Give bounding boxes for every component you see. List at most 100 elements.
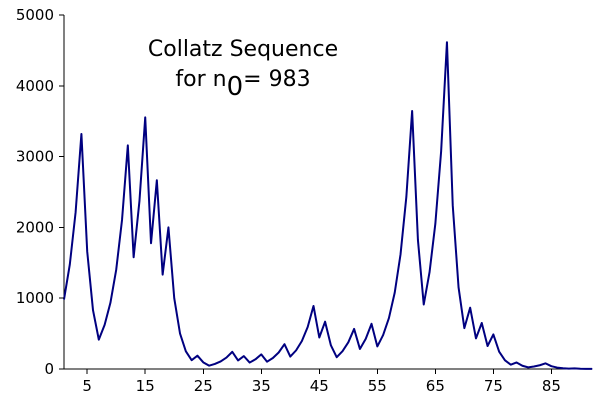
data-point (463, 327, 465, 329)
data-point (301, 340, 303, 342)
chart-title-subscript: 0 (227, 72, 244, 102)
y-tick-label: 5000 (16, 6, 54, 24)
data-point (573, 367, 576, 370)
x-tick-label: 55 (368, 377, 387, 395)
data-point (405, 196, 407, 198)
data-point (278, 351, 280, 354)
data-point (98, 339, 100, 341)
data-point (225, 357, 228, 359)
data-point (382, 334, 384, 336)
data-point (365, 338, 367, 340)
data-point (394, 292, 396, 294)
data-point (376, 345, 378, 348)
data-point (185, 350, 187, 352)
data-point (359, 348, 361, 350)
data-point (63, 298, 65, 300)
data-point (312, 305, 315, 307)
chart-axes (63, 15, 592, 370)
x-tick-label: 85 (542, 377, 561, 395)
data-point (202, 361, 204, 363)
x-tick-label: 35 (252, 377, 271, 395)
chart-title-line1: Collatz Sequence (148, 37, 338, 62)
x-tick-label: 25 (194, 377, 213, 395)
y-tick-label: 0 (44, 360, 54, 378)
data-point (341, 350, 344, 352)
data-point (179, 333, 181, 335)
data-point (249, 361, 251, 364)
data-point (133, 256, 135, 258)
data-point (231, 351, 233, 353)
data-point (69, 263, 71, 266)
data-point (167, 226, 170, 228)
chart-title-line2-prefix: for n (175, 67, 226, 92)
data-point (533, 365, 535, 368)
data-point (121, 219, 123, 221)
data-point (579, 368, 582, 370)
data-point (260, 353, 262, 356)
y-tick-label: 3000 (16, 148, 54, 166)
x-tick-label: 15 (136, 377, 155, 395)
data-point (237, 359, 239, 362)
data-point (86, 250, 88, 253)
data-point (347, 341, 349, 343)
data-point (243, 355, 245, 357)
data-point (208, 365, 210, 367)
data-point (469, 307, 471, 309)
data-point (162, 274, 164, 276)
data-point (550, 365, 552, 367)
data-point (307, 326, 309, 328)
y-tick-label: 4000 (16, 77, 54, 95)
data-point (283, 343, 286, 345)
data-point (330, 344, 332, 346)
data-point (138, 200, 141, 202)
data-point (591, 368, 593, 370)
data-point (92, 309, 94, 311)
data-point (80, 133, 83, 135)
data-point (388, 317, 390, 319)
data-point (214, 363, 216, 365)
data-point (324, 321, 326, 323)
data-point (115, 269, 117, 271)
data-point (196, 355, 199, 357)
chart-title-line2-suffix: = 983 (243, 67, 310, 92)
data-point (127, 144, 129, 147)
x-tick-label: 5 (82, 377, 92, 395)
data-point (475, 337, 477, 339)
data-point (457, 286, 460, 288)
data-point (254, 358, 257, 360)
data-point (585, 368, 587, 370)
data-point (411, 110, 413, 112)
data-point (481, 322, 483, 324)
data-point (173, 297, 175, 299)
data-point (370, 323, 373, 325)
data-point (428, 271, 431, 273)
y-tick-label: 1000 (16, 289, 54, 307)
x-tick-label: 65 (426, 377, 445, 395)
series-line (63, 41, 593, 370)
data-point (289, 356, 291, 358)
data-point (527, 366, 529, 368)
x-tick-label: 75 (484, 377, 503, 395)
data-point (568, 368, 570, 370)
chart-title-line2: for n0= 983 (175, 67, 310, 102)
data-point (318, 336, 320, 339)
y-tick-label: 2000 (16, 218, 54, 236)
tick-layer: 0 1000 2000 3000 4000 5000 5 15 25 35 45 55 65 75 85 (16, 6, 561, 395)
data-point (562, 367, 564, 369)
data-point (109, 302, 112, 304)
data-point (446, 41, 448, 43)
data-point (104, 324, 106, 326)
data-point (510, 364, 512, 366)
data-point (492, 333, 494, 336)
data-point (440, 150, 442, 152)
data-point (336, 356, 338, 358)
data-point (423, 303, 425, 306)
data-point (150, 242, 152, 244)
data-point (434, 223, 436, 225)
data-point (295, 349, 297, 351)
data-point (266, 361, 268, 363)
data-point (156, 179, 158, 181)
data-point (486, 345, 489, 347)
data-point (539, 364, 541, 366)
